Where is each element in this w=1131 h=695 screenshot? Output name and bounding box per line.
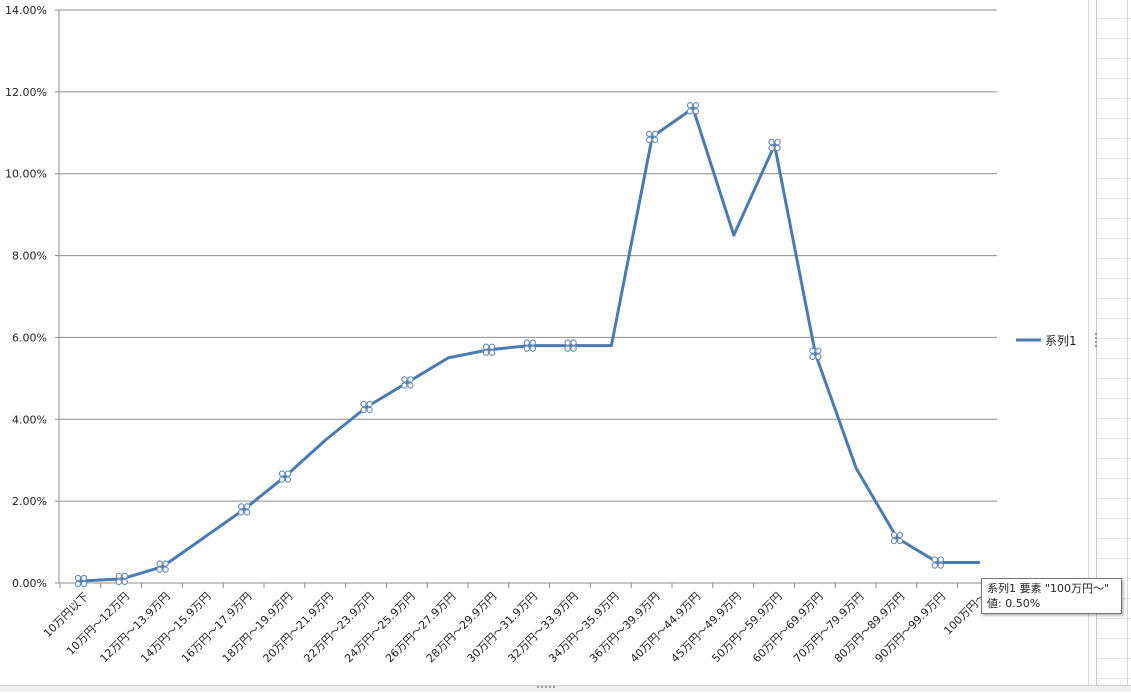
sheet-row-line [1097, 138, 1131, 139]
sheet-row-line [1097, 438, 1131, 439]
sheet-row-line [1097, 538, 1131, 539]
data-point-marker[interactable] [523, 339, 537, 352]
data-point-tooltip: 系列1 要素 "100万円～" 値: 0.50% [981, 578, 1122, 614]
chart-bottom-border [0, 685, 1131, 692]
sheet-row-line [1097, 118, 1131, 119]
sheet-row-line [1097, 18, 1131, 19]
legend-label: 系列1 [1045, 334, 1077, 348]
data-point-marker[interactable] [115, 572, 129, 586]
sheet-row-line [1097, 498, 1131, 499]
y-tick-label: 2.00% [12, 495, 47, 508]
sheet-row-line [1097, 218, 1131, 219]
data-point-marker[interactable] [360, 400, 373, 414]
resize-handle-right[interactable] [1095, 333, 1100, 347]
sheet-row-line [1097, 638, 1131, 639]
data-point-marker[interactable] [482, 343, 496, 356]
sheet-row-line [1097, 178, 1131, 179]
x-axis-ticks: 10万円以下10万円～12万円12万円～13.9万円14万円～15.9万円16万… [41, 583, 999, 665]
data-point-marker[interactable] [156, 560, 169, 573]
y-tick-label: 6.00% [12, 331, 47, 344]
x-tick-label: 12万円～13.9万円 [97, 590, 172, 665]
sheet-row-line [1097, 658, 1131, 659]
x-tick-label: 30万円～31.9万円 [465, 590, 540, 665]
gridlines [55, 9, 997, 584]
data-point-marker[interactable] [686, 102, 700, 115]
legend[interactable]: 系列1 [1016, 334, 1077, 348]
y-tick-label: 10.00% [5, 168, 47, 181]
tooltip-value-line: 値: 0.50% [987, 597, 1041, 610]
data-point-marker[interactable] [768, 138, 781, 152]
y-tick-label: 0.00% [12, 577, 47, 590]
sheet-row-line [1097, 318, 1131, 319]
sheet-row-line [1097, 518, 1131, 519]
chart-area[interactable]: 0.00% 2.00% 4.00% 6.00% 8.00% 10.00% 12.00% 14.… [0, 0, 1096, 691]
line-chart[interactable]: 0.00% 2.00% 4.00% 6.00% 8.00% 10.00% 12.00% 14.… [0, 0, 1096, 691]
sheet-row-line [1097, 58, 1131, 59]
sheet-row-line [1097, 198, 1131, 199]
x-tick-label: 14万円～15.9万円 [138, 590, 213, 665]
x-tick-label: 16万円～17.9万円 [179, 590, 254, 665]
series-layer[interactable] [74, 102, 981, 588]
data-point-marker[interactable] [646, 130, 659, 144]
sheet-row-line [1097, 398, 1131, 399]
y-axis-ticks: 0.00% 2.00% 4.00% 6.00% 8.00% 10.00% 12.00% 14.… [5, 4, 47, 590]
resize-handle-bottom[interactable] [537, 686, 555, 692]
x-tick-label: 40万円～44.9万円 [628, 590, 703, 665]
sheet-row-line [1097, 338, 1131, 339]
x-tick-label: 32万円～33.9万円 [505, 590, 580, 665]
sheet-row-line [1097, 258, 1131, 259]
series-line[interactable] [79, 106, 981, 583]
data-point-marker[interactable] [931, 556, 945, 569]
sheet-row-line [1097, 558, 1131, 559]
data-point-marker[interactable] [890, 531, 904, 545]
sheet-row-line [1097, 298, 1131, 299]
sheet-row-line [1097, 358, 1131, 359]
sheet-row-line [1097, 418, 1131, 419]
x-tick-label: 24万円～25.9万円 [342, 590, 417, 665]
chart-frame-border [1088, 0, 1089, 691]
tooltip-series-line: 系列1 要素 "100万円～" [987, 582, 1110, 595]
data-point-marker[interactable] [278, 470, 292, 483]
x-tick-label: 90万円～99.9万円 [873, 590, 948, 665]
x-tick-label: 34万円～35.9万円 [546, 590, 621, 665]
sheet-row-line [1097, 278, 1131, 279]
y-tick-label: 12.00% [5, 86, 47, 99]
y-tick-label: 14.00% [5, 4, 47, 17]
y-tick-label: 4.00% [12, 413, 47, 426]
y-tick-label: 8.00% [12, 250, 47, 263]
sheet-row-line [1097, 78, 1131, 79]
spreadsheet-grid-strip [1096, 0, 1131, 691]
x-tick-label: 22万円～23.9万円 [301, 590, 376, 665]
x-tick-label: 26万円～27.9万円 [383, 590, 458, 665]
data-point-marker[interactable] [809, 347, 822, 360]
x-tick-label: 50万円～59.9万円 [709, 590, 784, 665]
sheet-row-line [1097, 98, 1131, 99]
sheet-row-line [1097, 238, 1131, 239]
x-tick-label: 28万円～29.9万円 [424, 590, 499, 665]
sheet-row-line [1097, 158, 1131, 159]
x-tick-label: 20万円～21.9万円 [261, 590, 336, 665]
sheet-row-line [1097, 458, 1131, 459]
data-point-marker[interactable] [74, 574, 88, 588]
x-tick-label: 36万円～39.9万円 [587, 590, 662, 665]
x-tick-label: 18万円～19.9万円 [220, 590, 295, 665]
x-tick-label: 80万円～89.9万円 [832, 590, 907, 665]
data-point-marker[interactable] [237, 503, 251, 516]
sheet-row-line [1097, 378, 1131, 379]
x-tick-label: 45万円～49.9万円 [669, 590, 744, 665]
x-tick-label: 60万円～69.9万円 [750, 590, 825, 665]
sheet-row-line [1097, 678, 1131, 679]
data-point-marker[interactable] [564, 339, 577, 352]
x-tick-label: 70万円～79.9万円 [791, 590, 866, 665]
data-point-marker[interactable] [401, 376, 414, 389]
sheet-row-line [1097, 618, 1131, 619]
sheet-column-line [1127, 0, 1128, 691]
sheet-row-line [1097, 478, 1131, 479]
sheet-row-line [1097, 38, 1131, 39]
